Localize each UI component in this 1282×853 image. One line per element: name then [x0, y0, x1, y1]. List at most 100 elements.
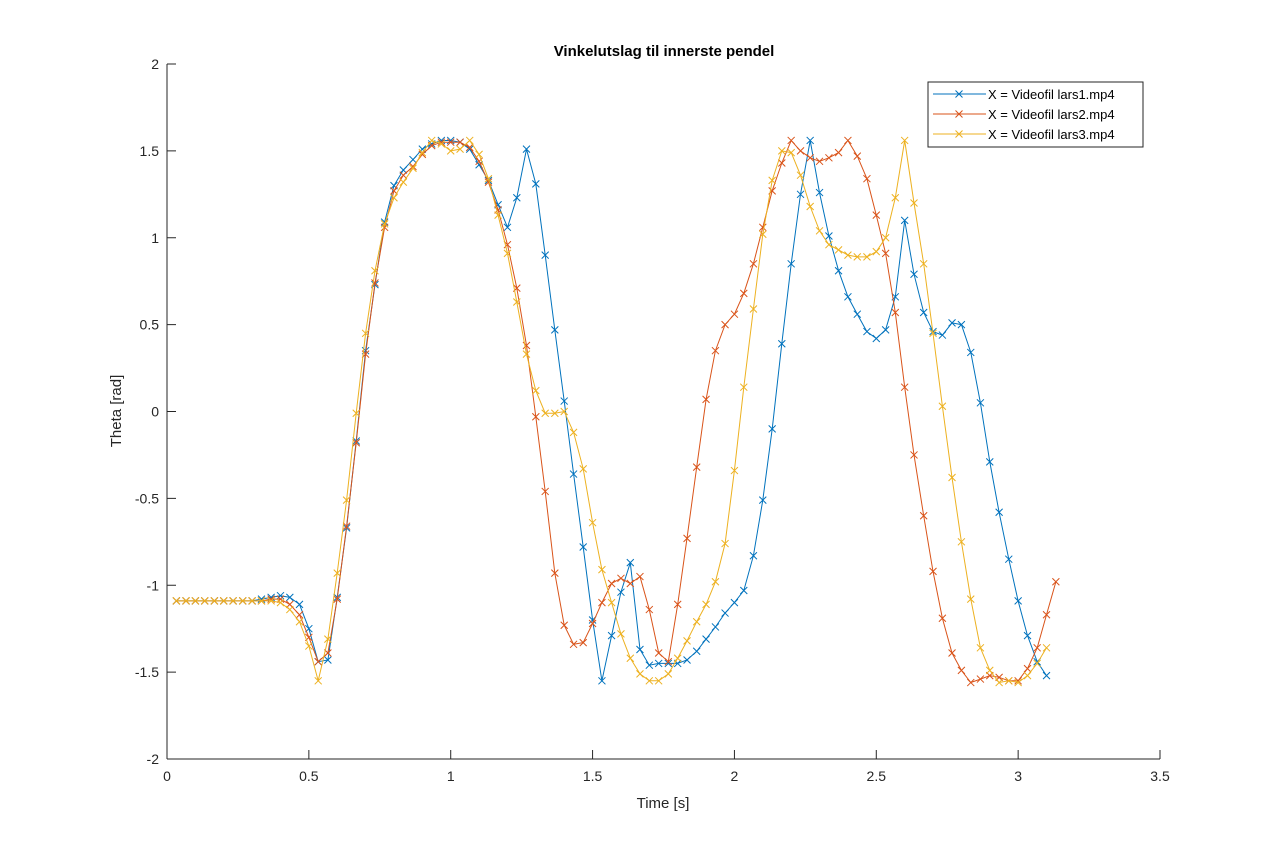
data-point-marker — [361, 329, 370, 338]
data-point-marker — [900, 216, 909, 225]
data-point-marker — [910, 270, 918, 279]
data-point-marker — [919, 511, 928, 520]
data-point-marker — [238, 597, 247, 605]
data-point-marker — [512, 298, 521, 306]
data-point-marker — [730, 310, 739, 319]
data-point-marker — [806, 153, 815, 162]
data-point-marker — [919, 259, 928, 268]
data-point-marker — [626, 558, 635, 567]
data-point-marker — [853, 152, 862, 160]
data-point-marker — [881, 233, 890, 242]
data-point-marker — [976, 398, 985, 407]
data-point-marker — [267, 597, 275, 605]
y-tick-label: 0.5 — [140, 317, 160, 333]
series-line — [176, 139, 1057, 684]
data-point-marker — [560, 621, 569, 630]
data-point-marker — [976, 675, 985, 683]
data-point-marker — [626, 654, 635, 663]
data-point-marker — [427, 136, 436, 145]
data-point-marker — [711, 346, 720, 355]
data-point-marker — [475, 157, 483, 166]
data-point-marker — [380, 223, 389, 232]
data-point-marker — [654, 676, 663, 685]
data-point-marker — [512, 193, 521, 202]
data-point-marker — [617, 574, 625, 583]
data-point-marker — [1052, 577, 1060, 586]
x-tick-label: 1.5 — [583, 768, 603, 784]
data-point-marker — [702, 600, 710, 609]
data-point-marker — [1023, 631, 1032, 640]
data-point-marker — [834, 148, 843, 157]
data-point-marker — [550, 569, 559, 577]
data-point-marker — [617, 630, 625, 638]
data-point-marker — [957, 320, 966, 329]
data-point-marker — [938, 331, 947, 339]
data-point-marker — [324, 635, 332, 643]
data-point-marker — [730, 466, 739, 475]
data-point-marker — [172, 597, 181, 605]
data-point-marker — [749, 259, 758, 268]
data-point-marker — [881, 325, 890, 334]
data-point-marker — [664, 670, 673, 678]
data-point-marker — [966, 678, 975, 687]
x-axis-label: Time [s] — [637, 795, 690, 812]
data-point-marker — [692, 617, 701, 626]
data-point-marker — [191, 597, 200, 605]
data-point-marker — [569, 470, 578, 478]
data-point-marker — [995, 508, 1003, 517]
data-point-marker — [598, 676, 606, 685]
data-point-marker — [673, 654, 682, 663]
y-tick-label: -2 — [147, 751, 160, 767]
data-point-marker — [806, 136, 815, 145]
data-point-marker — [673, 600, 682, 609]
data-point-marker — [929, 567, 937, 576]
data-point-marker — [598, 565, 606, 574]
data-point-marker — [1014, 676, 1022, 685]
data-point-marker — [853, 310, 862, 319]
data-point-marker — [342, 522, 351, 531]
data-point-marker — [229, 597, 237, 605]
y-tick-label: -1.5 — [135, 664, 159, 680]
data-point-marker — [257, 597, 266, 605]
data-point-marker — [995, 678, 1003, 687]
data-point-marker — [295, 617, 304, 626]
data-point-marker — [966, 348, 975, 357]
data-point-marker — [484, 178, 493, 187]
data-point-marker — [758, 223, 767, 232]
data-point-marker — [465, 136, 474, 145]
data-point-marker — [758, 230, 767, 239]
data-point-marker — [825, 240, 833, 249]
y-tick-label: 0 — [151, 404, 159, 420]
series-1 — [172, 136, 1051, 685]
plot-series — [172, 136, 1060, 687]
data-point-marker — [541, 487, 550, 496]
legend[interactable]: X = Videofil lars1.mp4 X = Videofil lars2… — [927, 81, 1144, 148]
data-point-marker — [844, 251, 852, 259]
data-point-marker — [863, 253, 871, 261]
data-point-marker — [721, 539, 729, 548]
data-point-marker — [333, 595, 342, 604]
data-point-marker — [626, 579, 635, 588]
data-point-marker — [872, 211, 881, 220]
data-point-marker — [758, 496, 767, 504]
data-point-marker — [522, 350, 531, 359]
data-point-marker — [371, 266, 379, 275]
legend-label: X = Videofil lars1.mp4 — [988, 87, 1115, 102]
x-tick-label: 2 — [731, 768, 739, 784]
data-point-marker — [324, 656, 332, 664]
data-point-marker — [910, 199, 918, 207]
axes: 0 0.5 1 1.5 2 2.5 3 3.5 -2 -1.5 -1 -0.5 0 0.5 1 1.5 2 — [135, 56, 1170, 784]
data-point-marker — [645, 661, 654, 670]
data-point-marker — [390, 193, 398, 202]
data-point-marker — [938, 402, 947, 411]
data-point-marker — [891, 308, 900, 317]
data-point-marker — [645, 605, 654, 614]
data-point-marker — [825, 153, 833, 162]
data-point-marker — [777, 147, 786, 155]
data-point-marker — [522, 145, 531, 153]
data-point-marker — [796, 147, 805, 155]
data-point-marker — [437, 138, 446, 147]
data-point-marker — [739, 586, 748, 595]
data-point-marker — [910, 451, 918, 459]
